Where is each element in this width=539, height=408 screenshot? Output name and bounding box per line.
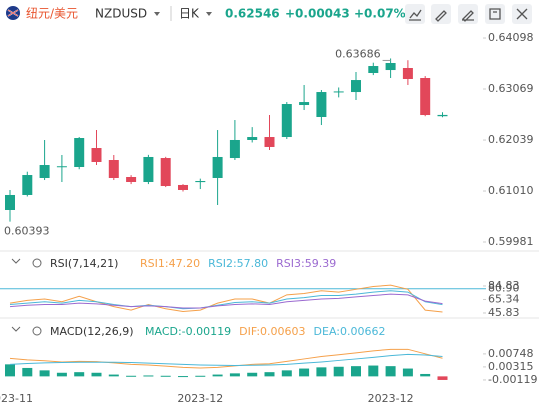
histogram-bar xyxy=(126,375,137,377)
candle-body xyxy=(126,177,137,183)
rsi-title: RSI(7,14,21) xyxy=(50,257,118,270)
candle-body xyxy=(437,114,448,117)
y-tick-label: 0.00315 xyxy=(488,360,534,373)
legend-entry: DIF:0.00603 xyxy=(239,325,305,338)
symbol[interactable]: NZDUSD xyxy=(95,7,147,21)
macd-header: MACD(12,26,9) xyxy=(11,325,134,338)
y-tick-label: 0.62039 xyxy=(488,133,534,146)
histogram-bar xyxy=(247,372,258,377)
histogram-bar xyxy=(229,373,240,377)
histogram-bar xyxy=(91,372,102,377)
candle-body xyxy=(22,175,33,195)
change: +0.00043 xyxy=(285,7,350,21)
candle-body xyxy=(333,91,344,93)
histogram-bar xyxy=(5,364,15,377)
line xyxy=(9,348,443,369)
x-tick-label: 2023-12 xyxy=(368,392,414,405)
candle-body xyxy=(264,137,275,147)
candle-body xyxy=(108,160,119,178)
histogram-bar xyxy=(108,374,119,377)
y-tick-label: -0.00119 xyxy=(488,373,537,386)
histogram-bar xyxy=(74,372,85,377)
histogram-bar xyxy=(333,366,344,377)
histogram-bar xyxy=(264,372,275,377)
macd-title: MACD(12,26,9) xyxy=(50,325,134,338)
histogram-bar xyxy=(56,372,67,377)
candle-body xyxy=(56,166,67,168)
y-tick-label: 0.63069 xyxy=(488,82,534,95)
histogram-bar xyxy=(212,374,223,377)
y-tick-label: 0.61010 xyxy=(488,184,534,197)
candle-body xyxy=(212,156,223,178)
y-tick-label: 84.83 xyxy=(488,279,520,292)
candle-body xyxy=(160,158,171,187)
flag xyxy=(6,6,20,20)
candle-body xyxy=(143,156,154,183)
rsi-header: RSI(7,14,21) xyxy=(11,257,118,270)
histogram-bar xyxy=(143,375,154,377)
x-tick-label: 2023-11 xyxy=(0,392,33,405)
histogram-bar xyxy=(299,368,310,377)
candle-body xyxy=(91,148,102,162)
dropdown-arrow[interactable] xyxy=(154,12,160,16)
candle-body xyxy=(74,138,85,167)
histogram-bar xyxy=(281,370,292,377)
y-tick-label: 0.64098 xyxy=(488,31,534,44)
candle-body xyxy=(368,66,379,74)
histogram-bar xyxy=(420,373,431,377)
candle-body xyxy=(39,165,50,178)
histogram-bar xyxy=(39,370,50,377)
histogram-bar xyxy=(316,367,327,377)
price: 0.62546 xyxy=(225,7,280,21)
max-label: 0.63686 xyxy=(335,47,381,60)
y-tick-label: 0.00748 xyxy=(488,347,534,360)
legend-entry: RSI3:59.39 xyxy=(276,257,336,270)
dropdown-arrow[interactable] xyxy=(206,12,212,16)
histogram-bar xyxy=(351,366,361,377)
legend-entry: DEA:0.00662 xyxy=(314,325,386,338)
candle-body xyxy=(402,68,413,80)
histogram-bar xyxy=(437,376,448,380)
y-tick-label: 0.59981 xyxy=(488,235,534,248)
y-tick-label: 65.34 xyxy=(488,292,520,305)
y-tick-label: 45.83 xyxy=(488,306,520,319)
histogram-bar xyxy=(402,368,413,377)
candle-body xyxy=(5,194,15,210)
candle-body xyxy=(195,181,206,183)
legend-entry: MACD:-0.00119 xyxy=(145,325,231,338)
line xyxy=(9,353,443,367)
pair-name[interactable]: 纽元/美元 xyxy=(26,7,78,21)
min-label: 0.60393 xyxy=(4,225,50,238)
candle-body xyxy=(316,92,327,118)
candle-body xyxy=(281,104,292,138)
tool-button[interactable] xyxy=(485,4,505,24)
histogram-bar xyxy=(22,367,33,377)
line xyxy=(9,290,443,310)
change-pct: +0.07% xyxy=(354,7,406,21)
period[interactable]: 日K xyxy=(179,7,200,21)
line xyxy=(9,293,443,309)
histogram-bar xyxy=(385,366,396,377)
line xyxy=(9,284,443,313)
candle-body xyxy=(385,62,396,71)
histogram-bar xyxy=(195,375,206,377)
candle-body xyxy=(247,137,258,140)
candle-body xyxy=(351,80,361,93)
histogram-bar xyxy=(368,365,379,377)
histogram-bar xyxy=(178,376,188,378)
candle-body xyxy=(420,78,431,116)
candle-body xyxy=(178,184,188,190)
tool-icons xyxy=(409,8,528,22)
candle-body xyxy=(299,102,310,106)
legend-entry: RSI1:47.20 xyxy=(140,257,200,270)
candle-body xyxy=(229,139,240,159)
reference-label: 80.90 xyxy=(488,282,520,295)
legend-entry: RSI2:57.80 xyxy=(208,257,268,270)
histogram-bar xyxy=(160,375,171,377)
x-tick-label: 2023-12 xyxy=(177,392,223,405)
